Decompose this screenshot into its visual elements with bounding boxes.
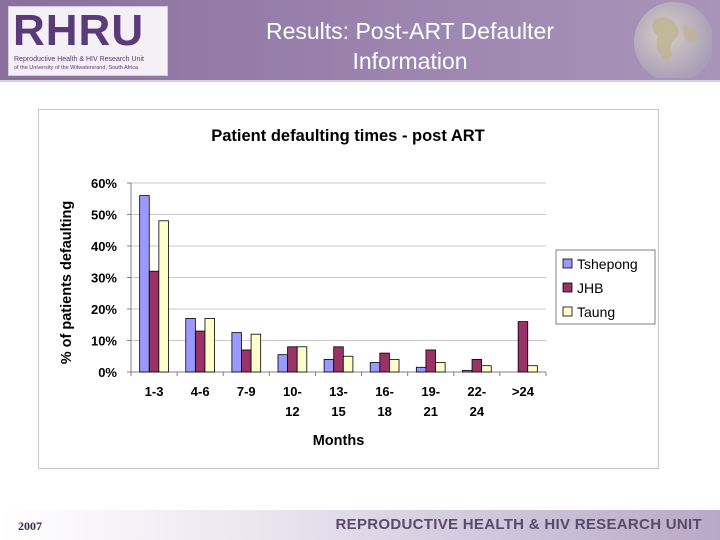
footer-bar: 2007 REPRODUCTIVE HEALTH & HIV RESEARCH …: [0, 510, 720, 540]
bar-jhb: [379, 352, 390, 373]
bar-taung: [481, 365, 492, 373]
x-tick-label: 15: [331, 404, 345, 419]
header-divider: [0, 80, 720, 82]
y-tick-label: 30%: [91, 271, 117, 286]
bar-tshepong: [462, 370, 473, 373]
bar-taung: [158, 220, 169, 373]
legend-label-taung: Taung: [577, 304, 615, 320]
bar-taung: [296, 346, 308, 373]
footer-year: 2007: [18, 519, 42, 533]
x-tick-label: 12: [285, 404, 299, 419]
bar-tshepong: [277, 354, 288, 373]
legend-box: [555, 249, 656, 325]
legend-swatch-tshepong: [562, 258, 573, 269]
x-tick-label: 4-6: [191, 384, 210, 399]
header-banner: RHRU Reproductive Health & HIV Research …: [0, 0, 720, 80]
x-axis-label: Months: [313, 433, 365, 449]
x-tick-label: 18: [377, 404, 391, 419]
bar-jhb: [471, 358, 483, 373]
logo-text: RHRU: [13, 6, 145, 55]
bar-tshepong: [369, 362, 381, 373]
y-tick-label: 60%: [91, 176, 117, 191]
bar-taung: [389, 358, 400, 373]
x-tick-label: 7-9: [237, 384, 256, 399]
x-tick-label: 21: [423, 404, 437, 419]
bar-tshepong: [139, 195, 150, 373]
legend-swatch-jhb: [562, 282, 573, 293]
legend-label-tshepong: Tshepong: [577, 256, 638, 272]
globe-icon: [634, 2, 712, 78]
bar-jhb: [517, 321, 529, 373]
bar-jhb: [287, 346, 298, 373]
slide-title-line1: Results: Post-ART Defaulter: [265, 18, 555, 44]
y-tick-label: 10%: [91, 334, 117, 349]
slide-title-line2: Information: [352, 48, 468, 74]
bar-taung: [527, 365, 538, 373]
logo-affiliation: of the University of the Witwatersrand, …: [14, 65, 139, 71]
y-tick-label: 20%: [91, 302, 117, 317]
footer-unit-name: REPRODUCTIVE HEALTH & HIV RESEARCH UNIT: [335, 516, 702, 533]
bar-jhb: [425, 349, 436, 373]
bar-jhb: [148, 270, 160, 373]
bar-chart: Patient defaulting times - post ART 0% 10%…: [59, 127, 656, 449]
y-axis-label: % of patients defaulting: [59, 201, 75, 365]
bar-taung: [204, 318, 215, 373]
x-tick-label: 24: [470, 404, 485, 419]
bar-jhb: [194, 330, 206, 373]
x-tick-label: 1-3: [145, 384, 164, 399]
x-tick-label: 22-: [467, 384, 486, 399]
bar-tshepong: [231, 332, 242, 373]
x-tick-label: 10-: [283, 384, 302, 399]
legend-swatch-taung: [562, 306, 573, 317]
x-tick-label: 16-: [375, 384, 394, 399]
bar-taung: [342, 355, 354, 373]
y-tick-label: 40%: [91, 239, 117, 254]
slide-title: Results: Post-ART Defaulter Information: [180, 16, 640, 76]
bar-tshepong: [185, 318, 196, 373]
logo-subtitle: Reproductive Health & HIV Research Unit: [14, 56, 144, 63]
chart-title: Patient defaulting times - post ART: [211, 127, 484, 145]
bar-taung: [250, 333, 262, 373]
chart-frame: Patient defaulting times - post ART 0% 10%…: [38, 109, 659, 469]
x-tick-label: 19-: [421, 384, 440, 399]
x-tick-label: 13-: [329, 384, 348, 399]
legend-label-jhb: JHB: [577, 280, 603, 296]
rhru-logo: RHRU Reproductive Health & HIV Research …: [8, 6, 168, 76]
bar-jhb: [333, 346, 344, 373]
bar-jhb: [241, 349, 252, 373]
bar-tshepong: [323, 358, 335, 373]
bar-tshepong: [415, 366, 427, 373]
y-tick-label: 50%: [91, 208, 117, 223]
bar-taung: [435, 362, 446, 373]
y-tick-label: 0%: [98, 365, 117, 380]
x-tick-label: >24: [512, 384, 535, 399]
